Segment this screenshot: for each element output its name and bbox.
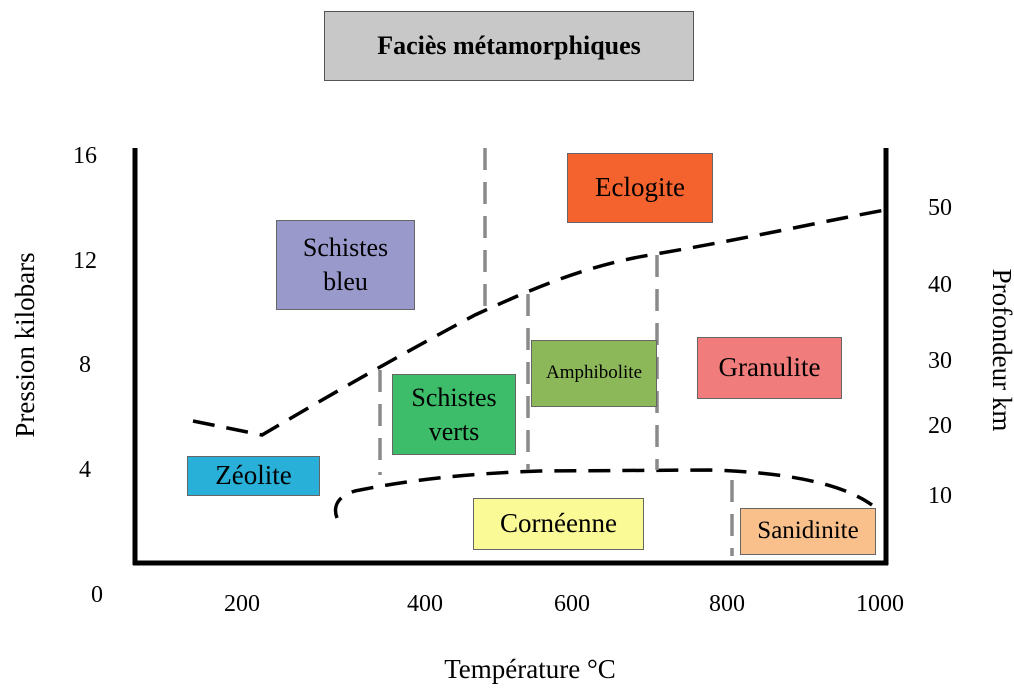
- facies-amphibolite: Amphibolite: [531, 340, 657, 407]
- facies-eclogite: Eclogite: [567, 153, 713, 223]
- y2-tick-30: 30: [928, 348, 952, 374]
- y2-tick-40: 40: [928, 272, 952, 298]
- y-tick-16: 16: [73, 143, 97, 169]
- x-tick-1000: 1000: [856, 591, 904, 617]
- y-tick-8: 8: [79, 352, 91, 378]
- facies-schistes-verts: Schistes verts: [392, 374, 516, 455]
- facies-corneenne: Cornéenne: [473, 498, 644, 550]
- x-tick-800: 800: [709, 591, 745, 617]
- y2-tick-10: 10: [928, 483, 952, 509]
- y2-axis-title: Profondeur km: [987, 269, 1014, 432]
- boundary-upper: [192, 208, 886, 437]
- y-tick-4: 4: [79, 457, 91, 483]
- boundary-lower: [333, 468, 874, 519]
- facies-schistes-bleu: Schistes bleu: [276, 220, 415, 310]
- x-tick-400: 400: [407, 591, 443, 617]
- y2-tick-50: 50: [928, 195, 952, 221]
- y-axis-title: Pression kilobars: [10, 252, 40, 437]
- y-tick-0: 0: [91, 582, 103, 608]
- y2-tick-20: 20: [928, 413, 952, 439]
- x-axis-title: Température °C: [444, 654, 616, 684]
- facies-granulite: Granulite: [697, 337, 842, 399]
- facies-zeolite: Zéolite: [187, 456, 320, 496]
- y-tick-12: 12: [73, 248, 97, 274]
- diagram-title: Faciès métamorphiques: [324, 11, 694, 81]
- facies-sanidinite: Sanidinite: [740, 508, 876, 555]
- x-tick-200: 200: [224, 591, 260, 617]
- x-tick-600: 600: [554, 591, 590, 617]
